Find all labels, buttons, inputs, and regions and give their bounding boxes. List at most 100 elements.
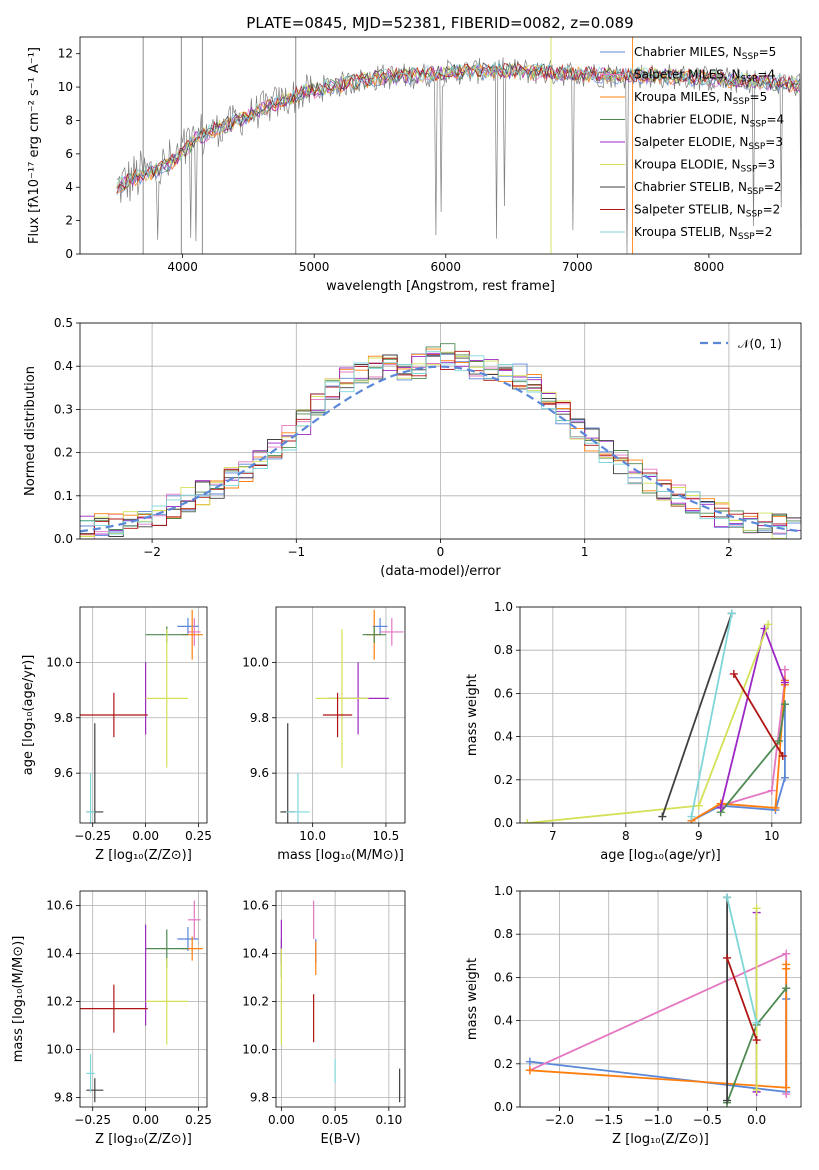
weight-marker <box>782 949 791 958</box>
legend-label: Chabrier STELIB, NSSP=2 <box>634 180 782 197</box>
x-tick-label: −1.0 <box>643 1113 672 1127</box>
weight-marker <box>752 1036 761 1045</box>
x-tick-label: −2 <box>143 545 161 559</box>
x-tick-label: 2 <box>725 545 733 559</box>
weight-marker <box>780 678 789 687</box>
weight-line <box>726 897 758 1024</box>
weight-marker <box>778 752 787 761</box>
legend-label: 𝒩(0, 1) <box>738 337 782 351</box>
x-tick-label: 1 <box>581 545 589 559</box>
y-tick-label: 2 <box>65 214 73 228</box>
y-tick-label: 10.0 <box>46 655 73 669</box>
weight-marker <box>764 620 773 629</box>
legend-label: Chabrier ELODIE, NSSP=4 <box>634 113 784 130</box>
y-tick-label: 0.0 <box>54 532 73 546</box>
legend-label: Salpeter STELIB, NSSP=2 <box>634 203 780 220</box>
y-axis-label: Normed distribution <box>23 366 38 496</box>
y-tick-label: 0.6 <box>494 970 513 984</box>
y-tick-label: 0.6 <box>494 686 513 700</box>
weight-marker <box>771 803 780 812</box>
plot-area-residuals <box>80 343 801 539</box>
weight-marker <box>752 1018 761 1027</box>
y-tick-label: 0.8 <box>494 927 513 941</box>
axes-frame <box>79 322 802 540</box>
y-tick-label: 10.2 <box>46 994 73 1008</box>
weight-marker <box>723 1096 732 1105</box>
weight-marker <box>716 803 725 812</box>
x-tick-label: 0.00 <box>132 829 159 843</box>
y-tick-label: 9.8 <box>54 1090 73 1104</box>
weight-marker <box>780 773 789 782</box>
y-tick-label: 0.8 <box>494 643 513 657</box>
y-tick-label: 0.2 <box>54 446 73 460</box>
y-tick-label: 10.0 <box>46 1042 73 1056</box>
legend-label: Salpeter ELODIE, NSSP=3 <box>634 135 783 152</box>
weight-marker <box>723 953 732 962</box>
y-tick-label: 0.2 <box>494 773 513 787</box>
x-tick-label: 7000 <box>562 260 593 274</box>
residual-histogram <box>80 350 801 539</box>
figure-title: PLATE=0845, MJD=52381, FIBERID=0082, z=0… <box>246 14 633 32</box>
weight-marker <box>780 700 789 709</box>
y-tick-label: 10.2 <box>242 994 269 1008</box>
y-tick-label: 6 <box>65 147 73 161</box>
x-axis-label: age [log₁₀(age/yr)] <box>600 848 721 863</box>
weight-marker <box>752 1085 761 1094</box>
y-axis-label: mass weight <box>465 674 480 756</box>
residual-histogram <box>80 343 801 533</box>
y-tick-label: 0.0 <box>494 816 513 830</box>
y-tick-label: 1.0 <box>494 600 513 614</box>
plot-area-spectrum <box>116 37 801 254</box>
y-tick-label: 0.4 <box>54 359 73 373</box>
legend-label: Chabrier MILES, NSSP=5 <box>634 45 776 62</box>
weight-marker <box>525 1066 534 1075</box>
x-tick-label: −0.5 <box>693 1113 722 1127</box>
x-tick-label: 6000 <box>430 260 461 274</box>
weight-line <box>720 669 786 807</box>
weight-marker <box>782 960 791 969</box>
model-spectrum-line <box>116 64 801 191</box>
panel-age-vs-mass: 10.0 10.5 9.6 9.8 10.0 mass [log₁₀(M/M⊙)] <box>242 606 406 863</box>
x-tick-label: 0.0 <box>747 1113 766 1127</box>
x-tick-label: 0.10 <box>376 1113 403 1127</box>
y-tick-label: 10.0 <box>242 1042 269 1056</box>
plot-area-age-vs-mass <box>280 609 404 823</box>
y-tick-label: 0.5 <box>54 316 73 330</box>
y-tick-label: 0.2 <box>494 1057 513 1071</box>
legend-label: Salpeter MILES, NSSP=4 <box>634 68 775 85</box>
x-tick-label: 10 <box>764 829 779 843</box>
axes-frame <box>79 890 208 1108</box>
weight-marker <box>752 904 761 913</box>
x-axis-label: wavelength [Angstrom, rest frame] <box>326 279 555 294</box>
x-tick-label: −0.25 <box>74 829 111 843</box>
y-tick-label: 12 <box>58 47 73 61</box>
x-tick-label: 10.0 <box>299 829 326 843</box>
y-tick-label: 9.6 <box>54 766 73 780</box>
x-axis-label: Z [log₁₀(Z/Z⊙)] <box>95 848 192 863</box>
y-tick-label: 8 <box>65 113 73 127</box>
x-tick-label: 8 <box>622 829 630 843</box>
panel-mass-vs-Z: −0.25 0.00 0.25 9.8 10.0 10.2 10.4 10.6 Z [log₁₀… <box>11 890 212 1147</box>
weight-line <box>690 613 733 817</box>
weight-marker <box>694 801 703 810</box>
x-tick-label: 0.25 <box>185 1113 212 1127</box>
weight-marker <box>782 1083 791 1092</box>
axes-frame <box>519 890 802 1108</box>
x-tick-label: 5000 <box>299 260 330 274</box>
y-tick-label: 0.1 <box>54 489 73 503</box>
plot-area-mass-weight-vs-age <box>523 609 789 823</box>
y-tick-label: 9.6 <box>250 766 269 780</box>
x-axis-label: E(B-V) <box>320 1132 360 1147</box>
panel-mass-weight-vs-age: 7 8 9 10 0.0 0.2 0.4 0.6 0.8 1.0 age [log₁₀(age/yr… <box>465 600 802 863</box>
panel-spectrum: 4000 5000 6000 7000 8000 0 2 4 6 8 10 12 wavelength … <box>27 36 802 294</box>
legend-label: Kroupa ELODIE, NSSP=3 <box>634 158 775 175</box>
panel-age-vs-Z: −0.25 0.00 0.25 9.6 9.8 10.0 Z [log₁₀(Z/Z⊙)] ag… <box>21 606 212 863</box>
y-tick-label: 4 <box>65 180 73 194</box>
weight-marker <box>523 819 532 823</box>
y-tick-label: 0.4 <box>494 1014 513 1028</box>
weight-line <box>719 625 786 809</box>
y-tick-label: 9.8 <box>250 711 269 725</box>
y-tick-label: 10.6 <box>242 898 269 912</box>
x-axis-label: mass [log₁₀(M/M⊙)] <box>277 848 404 863</box>
x-tick-label: 0.00 <box>268 1113 295 1127</box>
